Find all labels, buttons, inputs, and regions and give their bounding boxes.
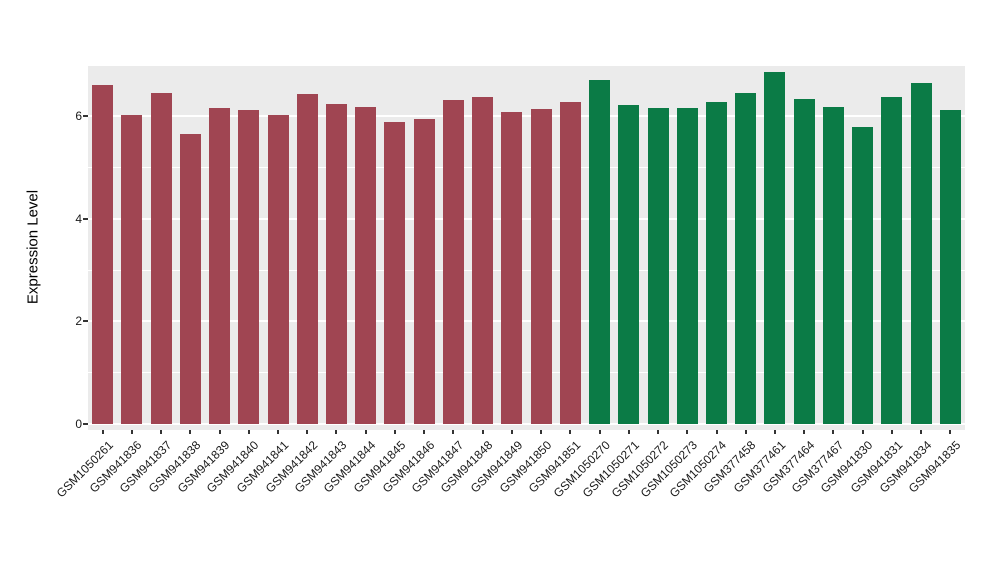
x-tick (803, 430, 806, 434)
bar-GSM941841 (267, 115, 289, 424)
bar-GSM941843 (325, 103, 347, 424)
x-tick (335, 430, 338, 434)
x-tick (773, 430, 776, 434)
bar-GSM1050270 (589, 79, 611, 424)
y-tick-label: 0 (75, 417, 82, 431)
bar-GSM941836 (121, 115, 143, 424)
y-axis-title: Expression Level (24, 189, 42, 305)
x-tick (540, 430, 543, 434)
bar-GSM377461 (764, 72, 786, 424)
bar-GSM1050272 (647, 108, 669, 424)
x-tick (218, 430, 221, 434)
x-tick (598, 430, 601, 434)
bar-GSM941840 (238, 109, 260, 424)
bar-GSM941835 (939, 109, 961, 424)
y-tick-label: 2 (75, 314, 82, 329)
gridline-major (88, 423, 965, 425)
bar-GSM941844 (355, 107, 377, 424)
x-tick (890, 430, 893, 434)
x-tick (452, 430, 455, 434)
x-tick (861, 430, 864, 434)
bar-GSM941850 (530, 109, 552, 424)
gridline-major (88, 320, 965, 323)
bar-GSM1050261 (92, 84, 114, 424)
bar-GSM941842 (296, 94, 318, 424)
gridline-major (88, 115, 965, 118)
y-tick (83, 217, 88, 220)
bar-GSM941847 (442, 99, 464, 424)
x-tick (306, 430, 309, 434)
bar-GSM941851 (559, 102, 581, 424)
gridline-minor (88, 372, 965, 374)
gridline-minor (88, 65, 965, 66)
y-tick (83, 115, 88, 118)
gridline-minor (88, 167, 965, 169)
x-tick (277, 430, 280, 434)
bar-GSM941839 (209, 107, 231, 424)
x-tick (189, 430, 192, 434)
x-tick (160, 430, 163, 434)
bar-GSM1050273 (676, 107, 698, 424)
y-tick (83, 423, 88, 425)
x-tick (744, 430, 747, 434)
y-tick-label: 4 (75, 211, 82, 226)
x-tick (364, 430, 367, 434)
bar-GSM377458 (735, 93, 757, 424)
bar-GSM941849 (501, 111, 523, 424)
x-tick (686, 430, 689, 434)
x-tick (247, 430, 250, 434)
x-tick (657, 430, 660, 434)
x-tick (832, 430, 835, 434)
x-tick (627, 430, 630, 434)
bar-GSM941845 (384, 121, 406, 424)
bar-GSM941831 (881, 97, 903, 424)
y-tick-label: 6 (75, 109, 82, 124)
bar-GSM1050274 (706, 101, 728, 424)
bar-GSM941848 (472, 97, 494, 424)
x-tick (130, 430, 133, 434)
bar-GSM1050271 (618, 105, 640, 424)
x-tick (949, 430, 952, 434)
x-tick (481, 430, 484, 434)
bar-GSM377464 (793, 98, 815, 424)
x-tick (423, 430, 426, 434)
bar-GSM377467 (822, 107, 844, 424)
x-tick (920, 430, 923, 434)
bar-GSM941834 (910, 82, 932, 424)
gridline-minor (88, 269, 965, 271)
plot-panel (88, 65, 965, 430)
y-tick (83, 320, 88, 323)
x-tick (569, 430, 572, 434)
bar-GSM941837 (150, 93, 172, 424)
x-tick (715, 430, 718, 434)
x-tick (393, 430, 396, 434)
bar-GSM941830 (852, 126, 874, 424)
bar-GSM941838 (179, 134, 201, 424)
gridline-major (88, 217, 965, 220)
x-tick (101, 430, 104, 434)
bar-GSM941846 (413, 119, 435, 424)
x-tick (510, 430, 513, 434)
